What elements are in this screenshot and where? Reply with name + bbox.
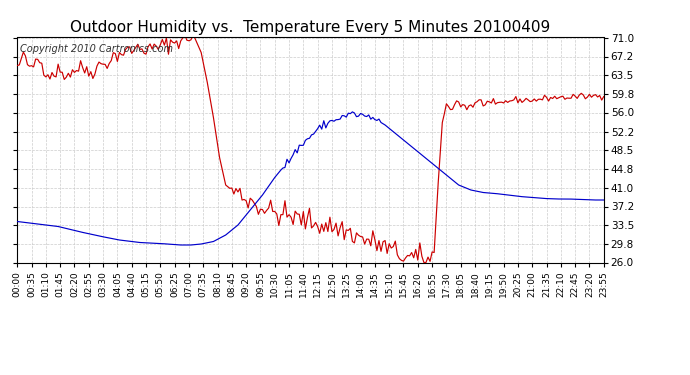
Title: Outdoor Humidity vs.  Temperature Every 5 Minutes 20100409: Outdoor Humidity vs. Temperature Every 5… — [70, 20, 551, 35]
Text: Copyright 2010 Cartronics.com: Copyright 2010 Cartronics.com — [20, 44, 173, 54]
